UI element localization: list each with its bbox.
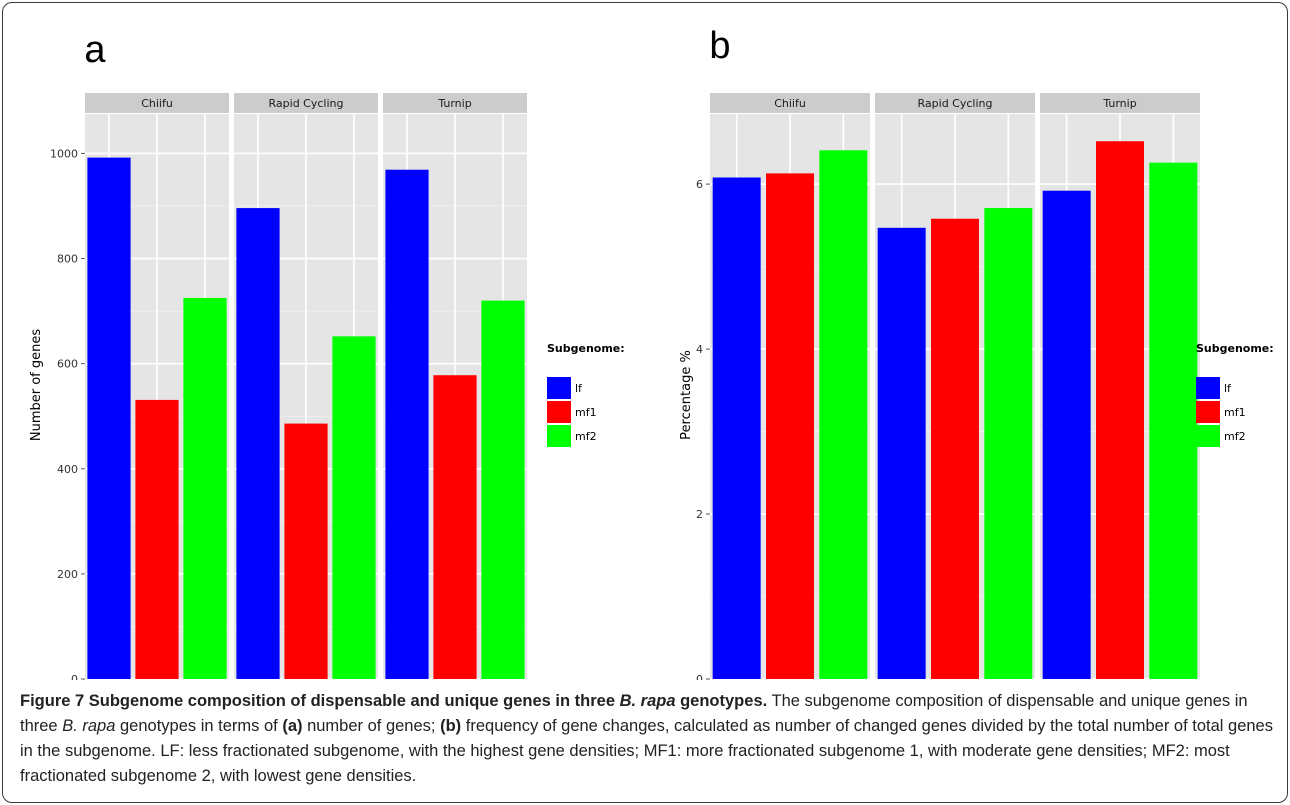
legend-label-mf2: mf2	[1224, 430, 1246, 443]
y-axis-title: Percentage %	[679, 350, 694, 440]
legend-key-mf2	[547, 425, 571, 447]
chart-panel-a: a Number of genes 0 200 400 600 800 1000 Chiifu R…	[29, 29, 625, 680]
bar-chiifu-lf	[712, 177, 761, 679]
facet-turnip: Turnip	[383, 93, 527, 680]
caption-body-1: The subgenome composition of dispensable…	[20, 692, 1248, 735]
chart-panel-b: b Percentage % 0 2 4 6 Chiifu Rapid Cycling Turn…	[679, 25, 1274, 680]
bar-rapid-cycling-lf	[236, 208, 280, 679]
caption-title: Figure 7 Subgenome composition of dispen…	[20, 692, 768, 710]
facet-strip-label: Chiifu	[141, 97, 173, 110]
y-tick-label: 400	[57, 463, 78, 476]
legend-label-lf: lf	[575, 382, 583, 395]
bar-rapid-cycling-lf	[877, 227, 926, 679]
legend-key-lf	[547, 377, 571, 399]
figure-charts: a Number of genes 0 200 400 600 800 1000 Chiifu R…	[29, 25, 1274, 680]
caption-label-b: (b)	[440, 717, 462, 735]
legend-key-lf	[1196, 377, 1220, 399]
bar-rapid-cycling-mf2	[332, 336, 376, 679]
bar-turnip-mf2	[1149, 162, 1198, 679]
y-tick-label: 600	[57, 358, 78, 371]
legend-label-mf2: mf2	[575, 430, 597, 443]
facet-strip	[1040, 93, 1200, 113]
y-tick-label: 200	[57, 568, 78, 581]
bar-chiifu-mf2	[183, 297, 227, 679]
y-tick-label: 0	[71, 673, 78, 680]
bar-turnip-mf2	[481, 300, 525, 679]
bar-chiifu-lf	[87, 157, 131, 679]
legend-title: Subgenome:	[547, 342, 625, 355]
facet-strip	[710, 93, 870, 113]
bar-chiifu-mf1	[766, 173, 814, 680]
caption-body-3: number of genes;	[302, 717, 441, 735]
facet-strip	[383, 93, 527, 113]
facet-rapid-cycling: Rapid Cycling	[875, 93, 1035, 680]
facet-strip-label: Rapid Cycling	[918, 97, 993, 110]
y-tick-label: 2	[696, 508, 703, 521]
panel-letter-b: b	[709, 25, 730, 67]
legend-label-mf1: mf1	[575, 406, 597, 419]
bar-turnip-mf1	[1096, 141, 1144, 679]
facet-strip-label: Turnip	[437, 97, 471, 110]
caption-body-2: genotypes in terms of	[115, 717, 283, 735]
facet-rapid-cycling: Rapid Cycling	[234, 93, 378, 680]
bar-turnip-lf	[385, 169, 429, 680]
bar-rapid-cycling-mf1	[284, 423, 328, 679]
facet-strip	[234, 93, 378, 113]
facet-strip-label: Rapid Cycling	[269, 97, 344, 110]
legend-title: Subgenome:	[1196, 342, 1274, 355]
legend-label-mf1: mf1	[1224, 406, 1246, 419]
bar-chiifu-mf2	[819, 150, 868, 679]
facet-chiifu: Chiifu	[85, 93, 229, 680]
bar-rapid-cycling-mf2	[984, 208, 1033, 680]
bar-turnip-lf	[1042, 190, 1091, 680]
facet-strip-label: Chiifu	[774, 97, 806, 110]
y-tick-label: 800	[57, 253, 78, 266]
legend-label-lf: lf	[1224, 382, 1232, 395]
caption-body-4: frequency of gene changes, calculated as…	[20, 717, 1273, 785]
bar-chiifu-mf1	[135, 399, 179, 679]
facet-strip	[875, 93, 1035, 113]
facet-turnip: Turnip	[1040, 93, 1200, 680]
bar-rapid-cycling-mf1	[931, 218, 979, 679]
facet-strip-label: Turnip	[1102, 97, 1136, 110]
y-tick-label: 1000	[50, 147, 78, 160]
y-tick-label: 4	[696, 343, 703, 356]
facet-strip	[85, 93, 229, 113]
y-tick-label: 0	[696, 673, 703, 680]
caption-species: B. rapa	[62, 717, 116, 735]
figure-caption: Figure 7 Subgenome composition of dispen…	[20, 689, 1275, 789]
y-axis-title: Number of genes	[29, 329, 44, 442]
y-tick-label: 6	[696, 178, 703, 191]
legend-key-mf2	[1196, 425, 1220, 447]
legend-key-mf1	[1196, 401, 1220, 423]
panel-letter-a: a	[84, 29, 106, 71]
caption-label-a: (a)	[282, 717, 303, 735]
facet-chiifu: Chiifu	[710, 93, 870, 680]
legend-key-mf1	[547, 401, 571, 423]
bar-turnip-mf1	[433, 375, 477, 679]
